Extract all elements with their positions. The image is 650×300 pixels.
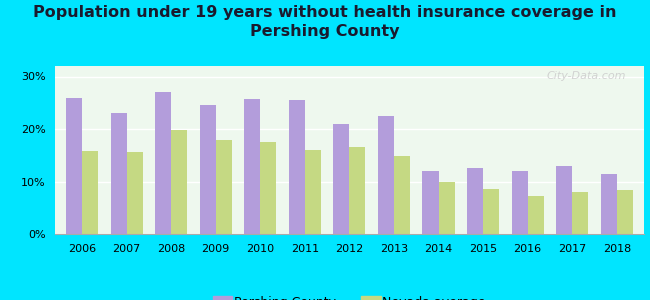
Bar	[556, 166, 572, 234]
Bar	[289, 100, 305, 234]
Bar	[171, 130, 187, 234]
Bar	[260, 142, 276, 234]
Bar	[155, 92, 171, 234]
Bar	[617, 190, 633, 234]
Legend: Pershing County, Nevada average: Pershing County, Nevada average	[208, 291, 491, 300]
Bar	[333, 124, 350, 234]
Bar	[111, 113, 127, 234]
Bar	[422, 171, 439, 234]
Bar	[244, 98, 260, 234]
Bar	[439, 182, 454, 234]
Text: Population under 19 years without health insurance coverage in
Pershing County: Population under 19 years without health…	[33, 4, 617, 39]
Bar	[528, 196, 543, 234]
Bar	[378, 116, 394, 234]
Bar	[82, 151, 98, 234]
Bar	[467, 168, 483, 234]
Bar	[350, 147, 365, 234]
Bar	[601, 174, 617, 234]
Text: City-Data.com: City-Data.com	[547, 71, 626, 81]
Bar	[512, 171, 528, 234]
Bar	[216, 140, 231, 234]
Bar	[200, 105, 216, 234]
Bar	[483, 189, 499, 234]
Bar	[305, 150, 321, 234]
Bar	[127, 152, 142, 234]
Bar	[572, 192, 588, 234]
Bar	[394, 156, 410, 234]
Bar	[66, 98, 82, 234]
